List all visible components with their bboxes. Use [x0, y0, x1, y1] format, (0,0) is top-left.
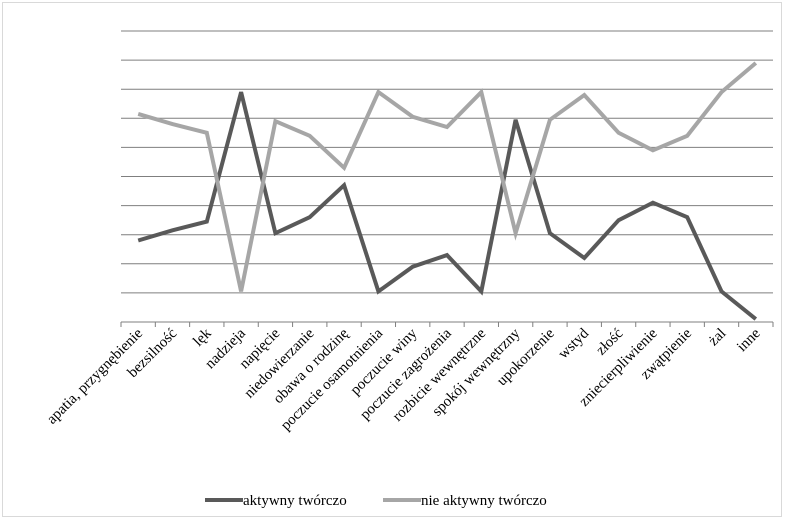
x-tick-label: lęk	[190, 325, 215, 350]
x-tick-label: wstyd	[555, 325, 592, 362]
x-tick-label: inne	[734, 325, 764, 355]
x-axis	[120, 321, 774, 327]
legend: aktywny twórczo nie aktywny twórczo	[205, 493, 547, 509]
series-line-1	[137, 91, 758, 321]
legend-label-2: nie aktywny twórczo	[421, 493, 547, 509]
series-line-2	[137, 61, 758, 292]
x-tick-label: żal	[706, 326, 730, 350]
legend-label-1: aktywny twórczo	[243, 493, 347, 509]
series-lines	[137, 61, 758, 321]
